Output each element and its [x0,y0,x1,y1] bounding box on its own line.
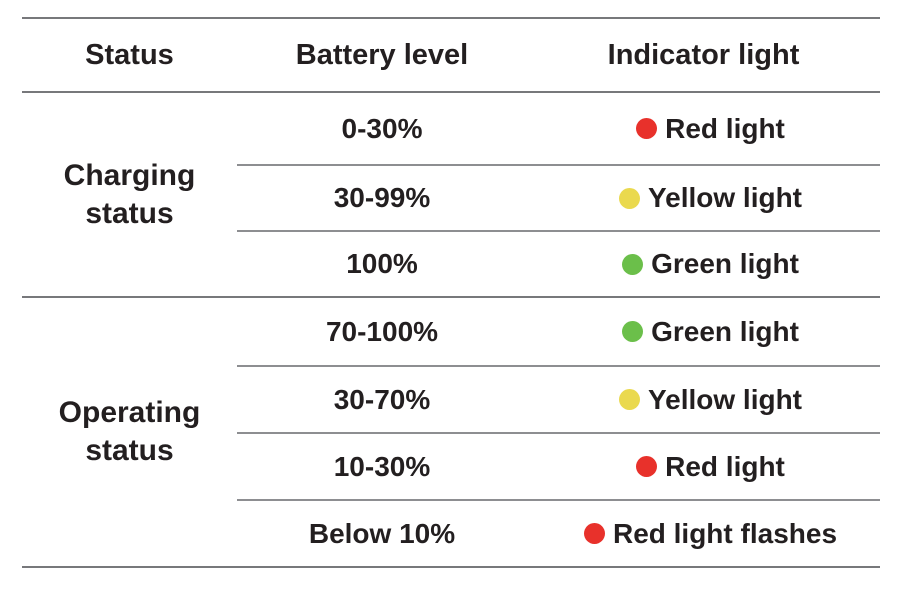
battery-level-cell: 100% [237,231,527,298]
indicator-label: Red light flashes [612,517,838,549]
indicator-cell: Yellow light [527,366,880,434]
battery-level-cell: 0-30% [237,92,527,166]
table-row: Below 10% Red light flashes [22,500,880,568]
indicator-cell: Green light [527,297,880,367]
indicator-label: Green light [651,315,799,347]
battery-level-cell: Below 10% [237,500,527,568]
status-group-charging: Charging status [22,92,237,298]
battery-level-cell: 30-99% [237,165,527,232]
indicator-cell: Green light [527,231,880,298]
indicator-cell: Red light [527,92,880,166]
yellow-dot-icon [618,389,640,410]
table-row: 10-30% Red light [22,433,880,501]
table-row: 100% Green light [22,231,880,298]
battery-level-cell: 10-30% [237,433,527,501]
green-dot-icon [622,253,644,275]
red-dot-icon [636,456,658,477]
red-dot-icon [636,118,658,139]
column-header-status: Status [22,17,237,93]
red-dot-icon [583,523,605,544]
indicator-label: Yellow light [647,182,802,213]
indicator-label: Green light [651,248,799,279]
battery-level-cell: 30-70% [237,366,527,434]
table-row: 30-99% Yellow light [22,165,880,232]
table-row: 30-70% Yellow light [22,366,880,434]
indicator-cell: Yellow light [527,165,880,232]
green-dot-icon [622,321,644,342]
indicator-label: Yellow light [647,383,802,415]
battery-indicator-table: Status Battery level Indicator light Cha… [22,17,880,568]
indicator-cell: Red light [527,433,880,501]
indicator-label: Red light [665,112,785,144]
column-header-indicator-light: Indicator light [527,17,880,93]
table-row: Operating status 70-100% Green light [22,297,880,568]
battery-level-cell: 70-100% [237,297,527,367]
header-row: Status Battery level Indicator light [22,17,880,93]
indicator-label: Red light [665,450,785,482]
column-header-battery-level: Battery level [237,17,527,93]
status-group-operating: Operating status [22,297,237,568]
yellow-dot-icon [618,187,640,209]
table-row: Charging status 0-30% Red light [22,92,880,298]
indicator-cell: Red light flashes [527,500,880,568]
